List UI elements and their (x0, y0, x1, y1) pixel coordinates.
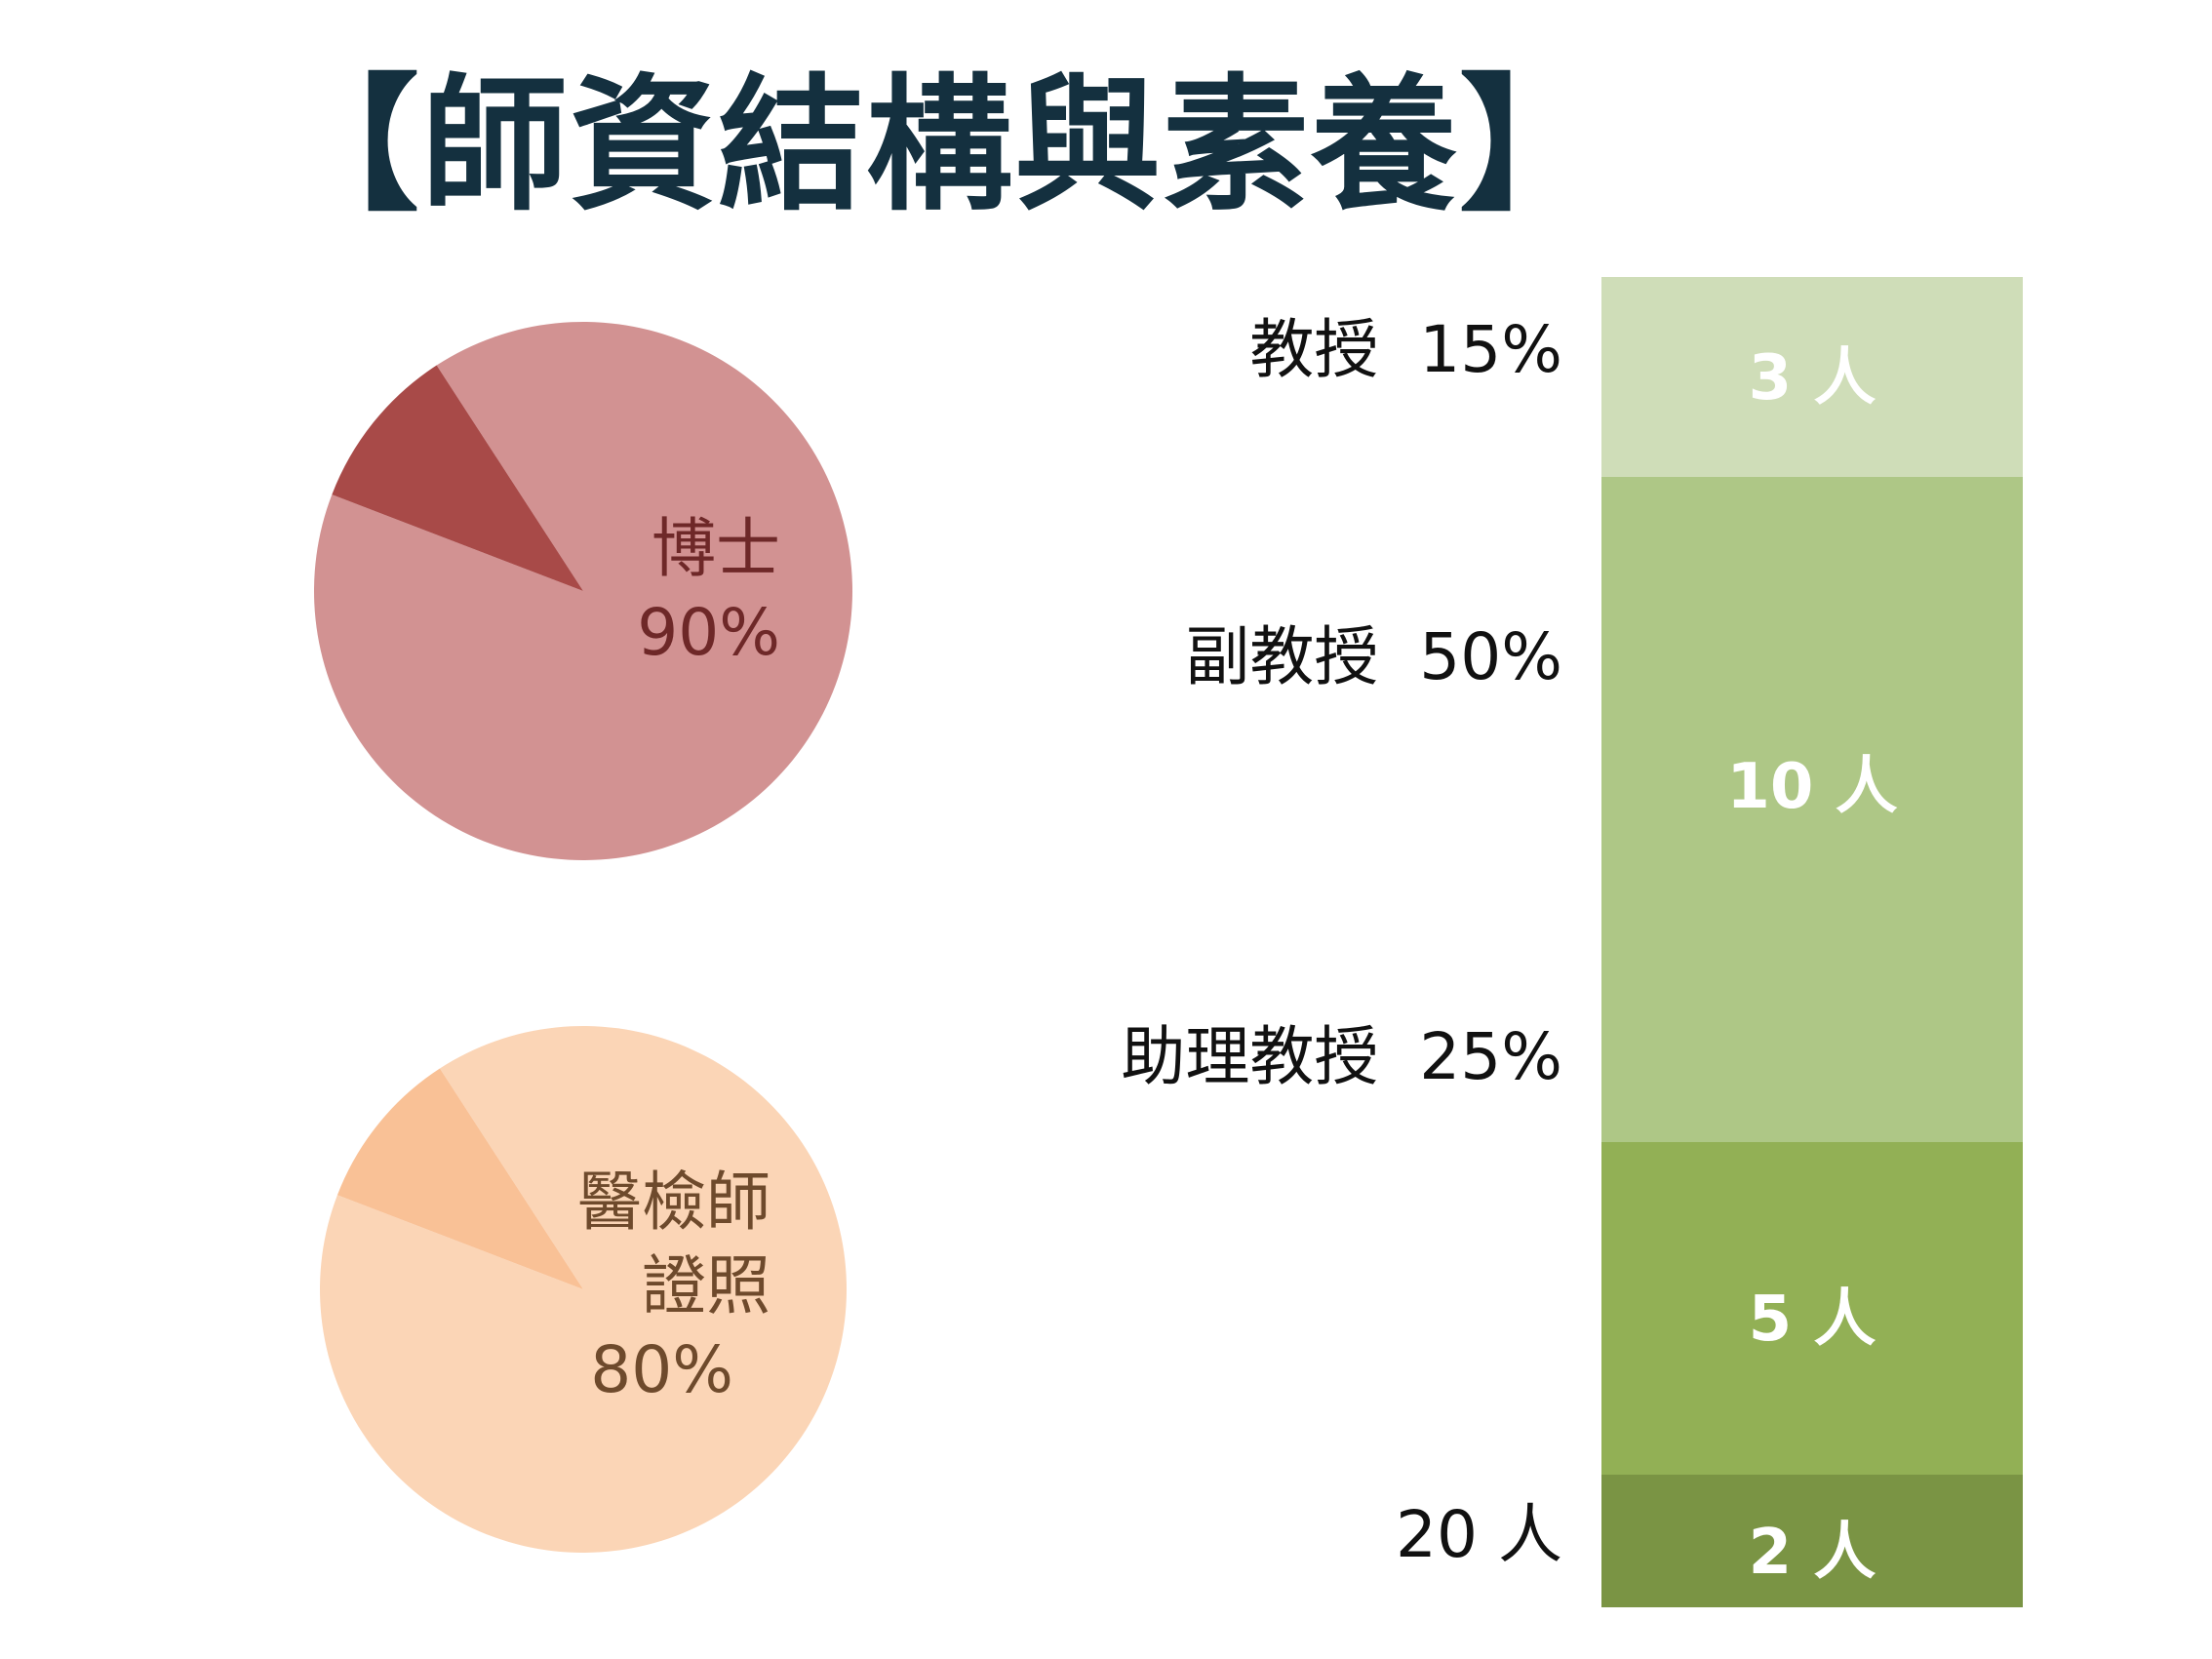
pie-license-percent: 80% (590, 1332, 733, 1407)
pie-phd-slice-1 (332, 365, 583, 591)
bar-segment-0: 3 人 (1601, 277, 2023, 477)
pie-phd-label: 博士 90% (637, 507, 780, 675)
pie-license-label: 醫檢師 證照 80% (577, 1161, 770, 1412)
bar-segment-0-count-label: 3 人 (1748, 342, 1876, 415)
bar-category-label-assistant-professor: 助理教授 25% (1121, 1019, 1562, 1094)
bar-segment-3: 2 人 (1601, 1474, 2023, 1607)
pie-license-category-line1: 醫檢師 (577, 1165, 770, 1240)
bar-category-label-associate-professor: 副教授 50% (1185, 619, 1562, 694)
bar-segment-1-count-label: 10 人 (1726, 751, 1898, 824)
bar-segment-3-count-label: 2 人 (1748, 1516, 1876, 1589)
stacked-bar: 3 人 10 人 5 人 2 人 (1601, 277, 2023, 1607)
bar-segment-1: 10 人 (1601, 476, 2023, 1142)
pie-license-slice-1 (336, 1068, 583, 1289)
bar-category-label-professor: 教授 15% (1249, 312, 1562, 387)
pie-phd-category: 博士 (652, 511, 780, 586)
pie-license-slice-0 (319, 1026, 847, 1553)
bar-total-label: 20 人 (1396, 1497, 1562, 1572)
page-title: 【師資結構與素養】 (273, 61, 1608, 231)
bar-segment-2-count-label: 5 人 (1748, 1284, 1876, 1357)
bar-segment-2: 5 人 (1601, 1141, 2023, 1475)
pie-license-category-line2: 證照 (642, 1248, 770, 1323)
pie-phd-percent: 90% (637, 595, 780, 670)
pie-phd-slice-0 (313, 321, 853, 860)
